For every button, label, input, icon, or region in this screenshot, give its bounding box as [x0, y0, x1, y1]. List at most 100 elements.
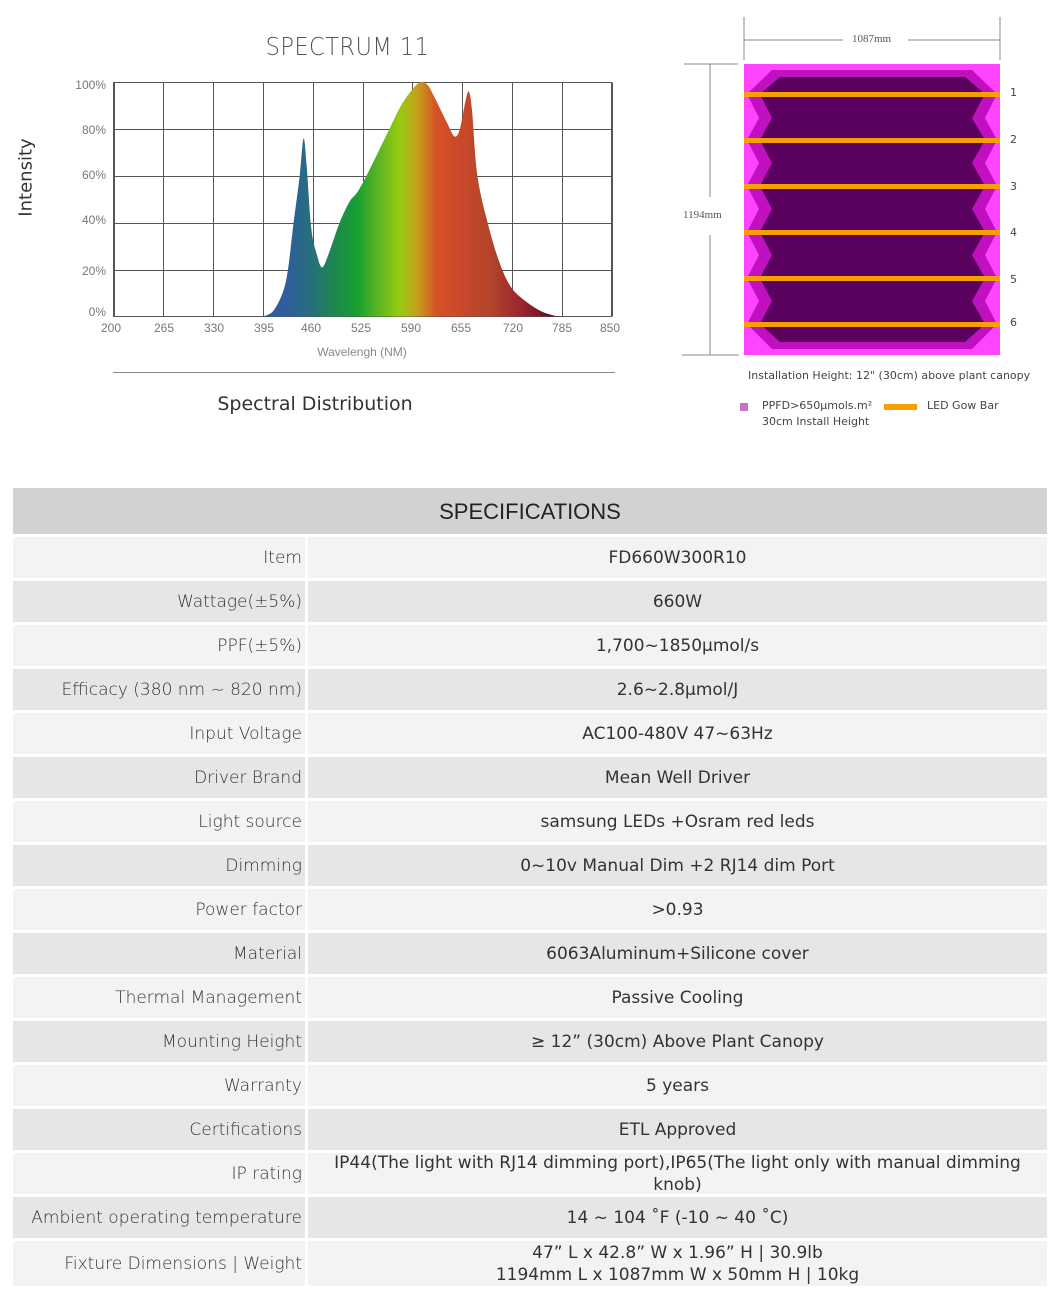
spec-value-line: 1194mm L x 1087mm W x 50mm H | 10kg: [495, 1264, 860, 1285]
height-label: 1194mm: [683, 209, 722, 221]
y-tick: 100%: [75, 78, 106, 92]
spec-value: ≥ 12” (30cm) Above Plant Canopy: [308, 1021, 1047, 1062]
spec-value: 14 ~ 104 ˚F (-10 ~ 40 ˚C): [308, 1197, 1047, 1238]
spec-key: Wattage(±5%): [13, 581, 305, 622]
spectrum-area: [262, 82, 558, 317]
table-row: Material 6063Aluminum+Silicone cover: [13, 933, 1047, 974]
bar-number: 3: [1010, 180, 1017, 193]
table-row: Ambient operating temperature 14 ~ 104 ˚F…: [13, 1197, 1047, 1238]
table-row: Power factor >0.93: [13, 889, 1047, 930]
spec-key: Thermal Management: [13, 977, 305, 1018]
spec-key: Power factor: [13, 889, 305, 930]
spec-key: Ambient operating temperature: [13, 1197, 305, 1238]
spec-key: Fixture Dimensions | Weight: [13, 1241, 305, 1286]
coverage-diagram: [682, 17, 1001, 356]
spectrum-plot: [113, 82, 613, 317]
x-tick: 200: [100, 321, 122, 335]
x-tick: 785: [551, 321, 573, 335]
table-row: IP rating IP44(The light with RJ14 dimmin…: [13, 1152, 1047, 1195]
spec-value-line: 660W: [652, 591, 703, 612]
spec-value-line: 5 years: [645, 1075, 709, 1096]
x-tick: 265: [153, 321, 175, 335]
spec-value: 47” L x 42.8” W x 1.96” H | 30.9lb 1194mm…: [308, 1241, 1047, 1286]
specifications-title: SPECIFICATIONS: [13, 488, 1047, 534]
spec-value-line: IP44(The light with RJ14 dimming port),I…: [334, 1152, 1021, 1195]
spec-key: Input Voltage: [13, 713, 305, 754]
x-tick: 655: [450, 321, 472, 335]
spec-value: 0~10v Manual Dim +2 RJ14 dim Port: [308, 845, 1047, 886]
spec-value-line: Mean Well Driver: [604, 767, 751, 788]
table-row: Input Voltage AC100-480V 47~63Hz: [13, 713, 1047, 754]
x-axis-label: Wavelengh (NM): [317, 345, 407, 359]
bar-number: 1: [1010, 86, 1017, 99]
x-tick: 525: [350, 321, 372, 335]
chart-title: SPECTRUM 11: [265, 32, 430, 61]
spec-value: >0.93: [308, 889, 1047, 930]
spec-value-line: 0~10v Manual Dim +2 RJ14 dim Port: [520, 855, 835, 876]
spec-value-line: 47” L x 42.8” W x 1.96” H | 30.9lb: [532, 1242, 823, 1263]
spec-value-line: 6063Aluminum+Silicone cover: [546, 943, 809, 964]
table-row: Certifications ETL Approved: [13, 1109, 1047, 1150]
x-tick: 850: [599, 321, 621, 335]
bar-number: 6: [1010, 316, 1017, 329]
spec-key: Warranty: [13, 1065, 305, 1106]
bar-number: 4: [1010, 226, 1017, 239]
spec-value: Mean Well Driver: [308, 757, 1047, 798]
table-row: Item FD660W300R10: [13, 537, 1047, 578]
ppfd-legend-sublabel: 30cm Install Height: [762, 415, 870, 428]
spec-key: Dimming: [13, 845, 305, 886]
width-dimension: [743, 17, 1001, 60]
spec-value: ETL Approved: [308, 1109, 1047, 1150]
width-label: 1087mm: [852, 33, 892, 45]
table-row: PPF(±5%) 1,700~1850µmol/s: [13, 625, 1047, 666]
spec-key: Item: [13, 537, 305, 578]
ppfd-legend-swatch: [740, 403, 748, 411]
spec-value: IP44(The light with RJ14 dimming port),I…: [308, 1152, 1047, 1195]
led-bar-legend-label: LED Gow Bar: [927, 399, 999, 412]
y-tick: 40%: [81, 213, 106, 227]
table-row: Dimming 0~10v Manual Dim +2 RJ14 dim Port: [13, 845, 1047, 886]
spec-key: Efficacy (380 nm ~ 820 nm): [13, 669, 305, 710]
spec-value: 2.6~2.8µmol/J: [308, 669, 1047, 710]
spec-value: 660W: [308, 581, 1047, 622]
spec-key: IP rating: [13, 1153, 305, 1194]
table-row: Fixture Dimensions | Weight 47” L x 42.8”…: [13, 1241, 1047, 1286]
bar-number: 5: [1010, 273, 1017, 286]
y-tick: 20%: [81, 264, 106, 278]
spec-value-line: ≥ 12” (30cm) Above Plant Canopy: [531, 1031, 824, 1052]
spec-value: AC100-480V 47~63Hz: [308, 713, 1047, 754]
table-row: Thermal Management Passive Cooling: [13, 977, 1047, 1018]
spec-value: 5 years: [308, 1065, 1047, 1106]
spec-value-line: Passive Cooling: [611, 987, 744, 1008]
table-row: Mounting Height ≥ 12” (30cm) Above Plant …: [13, 1021, 1047, 1062]
x-tick: 460: [300, 321, 322, 335]
table-row: Warranty 5 years: [13, 1065, 1047, 1106]
bar-number: 2: [1010, 133, 1017, 146]
spec-value-line: samsung LEDs +Osram red leds: [540, 811, 815, 832]
spec-value-line: FD660W300R10: [608, 547, 747, 568]
y-tick: 80%: [81, 123, 106, 137]
y-tick: 60%: [81, 168, 106, 182]
spec-key: Material: [13, 933, 305, 974]
spec-key: Light source: [13, 801, 305, 842]
spec-value: FD660W300R10: [308, 537, 1047, 578]
y-tick: 0%: [88, 305, 106, 319]
table-row: Light source samsung LEDs +Osram red leds: [13, 801, 1047, 842]
divider: [113, 372, 615, 373]
spec-key: Driver Brand: [13, 757, 305, 798]
spec-value: Passive Cooling: [308, 977, 1047, 1018]
table-row: Wattage(±5%) 660W: [13, 581, 1047, 622]
ppfd-legend-label: PPFD>650µmols.m²: [762, 399, 873, 412]
height-dimension: [682, 63, 739, 356]
spec-value-line: >0.93: [651, 899, 704, 920]
spec-value: samsung LEDs +Osram red leds: [308, 801, 1047, 842]
spec-value: 1,700~1850µmol/s: [308, 625, 1047, 666]
x-tick: 590: [400, 321, 422, 335]
led-bar-legend-swatch: [884, 404, 917, 410]
spec-value-line: ETL Approved: [618, 1119, 737, 1140]
spec-value: 6063Aluminum+Silicone cover: [308, 933, 1047, 974]
x-tick: 395: [253, 321, 275, 335]
table-row: Driver Brand Mean Well Driver: [13, 757, 1047, 798]
spec-value-line: 14 ~ 104 ˚F (-10 ~ 40 ˚C): [566, 1207, 789, 1228]
spec-key: PPF(±5%): [13, 625, 305, 666]
